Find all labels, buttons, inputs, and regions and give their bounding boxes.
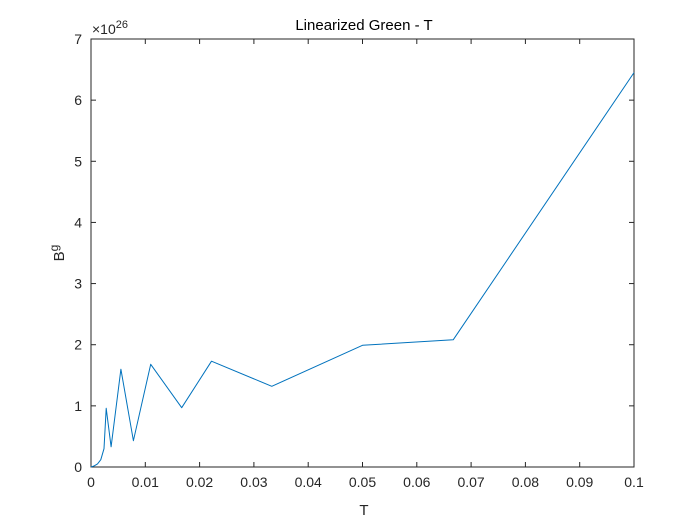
x-tick-label: 0.03 (240, 474, 267, 490)
x-tick-label: 0.09 (566, 474, 593, 490)
x-axis-title: T (359, 502, 368, 519)
y-tick-label: 1 (74, 398, 82, 414)
x-tick-label: 0.07 (457, 474, 484, 490)
y-axis-title-superscript: g (47, 245, 61, 252)
chart-title: Linearized Green - T (295, 17, 432, 34)
y-tick-label: 2 (74, 337, 82, 353)
y-tick-label: 6 (74, 92, 82, 108)
axes-box (90, 38, 635, 468)
x-tick-label: 0.04 (295, 474, 322, 490)
y-axis-multiplier: ×1026 (92, 19, 128, 37)
y-tick-label: 4 (74, 214, 82, 230)
x-tick-label: 0 (87, 474, 95, 490)
x-tick-label: 0.1 (624, 474, 644, 490)
y-tick-label: 7 (74, 31, 82, 47)
x-tick-label: 0.06 (403, 474, 430, 490)
x-tick-label: 0.02 (186, 474, 213, 490)
y-tick-label: 5 (74, 153, 82, 169)
y-axis-title-base: B (51, 251, 68, 261)
y-tick-label: 3 (74, 276, 82, 292)
x-tick-label: 0.05 (349, 474, 376, 490)
x-tick-label: 0.01 (132, 474, 159, 490)
y-axis-multiplier-base: ×10 (92, 21, 116, 37)
x-tick-label: 0.08 (512, 474, 539, 490)
y-axis-title: Bg (47, 245, 68, 262)
y-tick-label: 0 (74, 459, 82, 475)
y-axis-multiplier-exponent: 26 (116, 19, 128, 31)
series-line (90, 72, 635, 468)
plot-area: 0 0.01 0.02 0.03 0.04 0.05 0.06 0.07 0.08 0.09 0.1… (74, 31, 644, 490)
